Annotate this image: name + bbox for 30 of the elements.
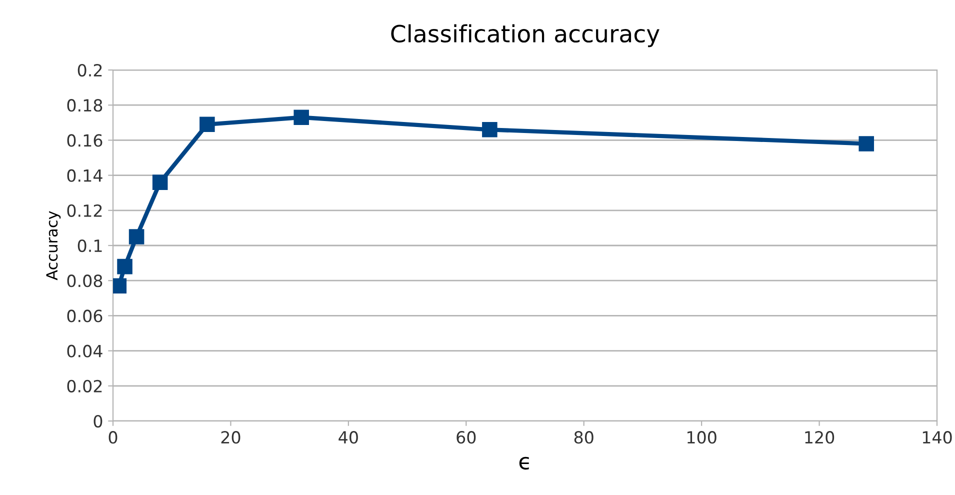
x-tick-label: 120	[805, 431, 834, 444]
y-tick-label: 0.14	[67, 169, 102, 182]
x-tick-label: 0	[108, 431, 118, 444]
point	[113, 278, 127, 294]
y-tick-label: 0.18	[67, 99, 102, 112]
y-tick-label: 0.2	[78, 64, 102, 77]
y-tick-label: 0	[94, 414, 102, 428]
y-tick-label: 0.06	[67, 310, 102, 322]
x-tick-label: 40	[338, 431, 358, 444]
point	[294, 110, 309, 126]
x-axis-title: ϵ	[519, 456, 529, 470]
x-tick-label: 80	[574, 431, 594, 444]
x-tick-label: 100	[687, 431, 716, 444]
y-tick-label: 0.16	[67, 134, 102, 147]
x-tick-label: 140	[922, 431, 952, 444]
y-tick-label: 0.02	[67, 380, 102, 392]
y-tick-label: 0.1	[78, 239, 102, 252]
y-tick-label: 0.04	[67, 344, 102, 358]
point	[128, 229, 144, 244]
point	[117, 258, 132, 274]
y-tick-label: 0.08	[67, 274, 102, 288]
x-tick-label: 60	[456, 431, 476, 444]
point	[152, 174, 168, 190]
chart-title: Classification accuracy	[391, 24, 660, 48]
y-axis-title: Accuracy	[46, 211, 61, 280]
x-tick-label: 20	[221, 431, 240, 444]
point	[200, 116, 215, 132]
y-tick-label: 0.12	[67, 204, 102, 217]
point	[858, 136, 874, 152]
point	[482, 122, 498, 138]
